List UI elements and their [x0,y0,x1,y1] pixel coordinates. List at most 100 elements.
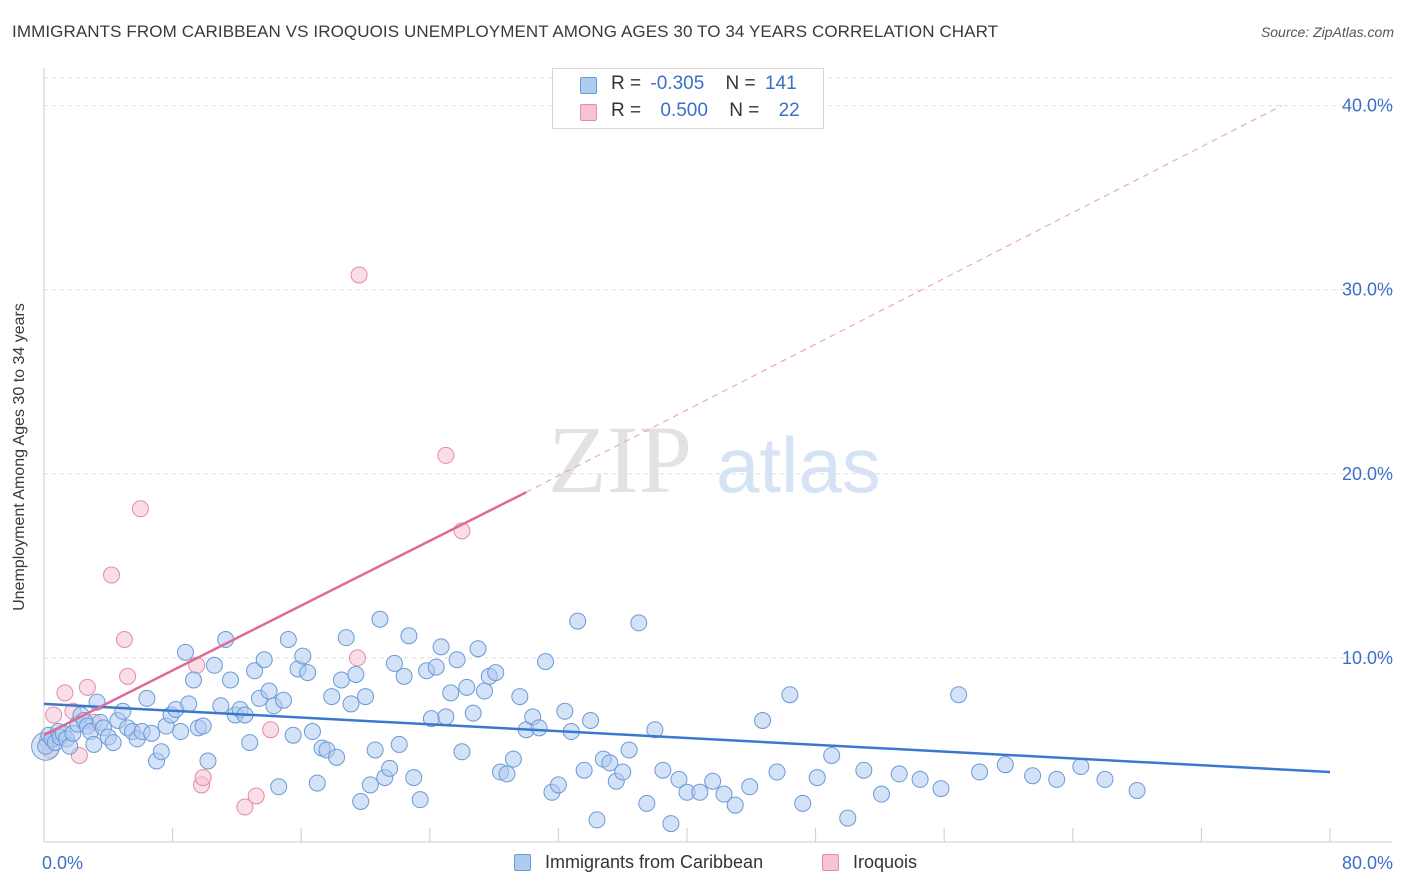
caribbean-point [194,717,212,735]
caribbean-point [114,702,132,720]
caribbean-point [996,756,1014,774]
caribbean-trend-line [43,702,1331,774]
caribbean-point [498,765,516,783]
caribbean-point [176,643,194,661]
legend-r-label: R = [611,73,642,94]
caribbean-point [971,763,989,781]
caribbean-point [620,741,638,759]
legend-swatch-caribbean [580,77,597,94]
iroquois-point [350,266,368,284]
iroquois-point [247,787,265,805]
caribbean-point [458,678,476,696]
caribbean-point [794,794,812,812]
caribbean-point [630,614,648,632]
iroquois-point [103,566,121,584]
watermark: ZIP atlas [548,406,881,513]
iroquois-point [437,446,455,464]
caribbean-point [569,612,587,630]
caribbean-point [588,811,606,829]
caribbean-point [487,664,505,682]
caribbean-point [614,763,632,781]
caribbean-point [255,651,273,669]
caribbean-point [347,665,365,683]
caribbean-point [704,772,722,790]
caribbean-point [475,682,493,700]
caribbean-point [839,809,857,827]
caribbean-point [537,653,555,671]
caribbean-point [212,697,230,715]
caribbean-point [405,769,423,787]
caribbean-point [601,754,619,772]
legend-swatch-iroquois [580,104,597,121]
caribbean-point [411,791,429,809]
bottom-legend-label-iroquois: Iroquois [853,852,918,872]
caribbean-point [260,682,278,700]
caribbean-point [556,702,574,720]
x-tick-label: 0.0% [42,853,83,873]
caribbean-point [381,759,399,777]
legend-n-label: N = [725,73,756,94]
y-tick-labels: 10.0% 20.0% 30.0% 40.0% [1342,96,1393,668]
caribbean-point [299,664,317,682]
source-label: Source: ZipAtlas.com [1260,24,1394,40]
caribbean-point [530,719,548,737]
caribbean-point [104,734,122,752]
y-tick-label: 10.0% [1342,648,1393,668]
caribbean-point [448,651,466,669]
caribbean-point [442,684,460,702]
chart-title: IMMIGRANTS FROM CARIBBEAN VS IROQUOIS UN… [12,22,999,41]
caribbean-point [143,724,161,742]
caribbean-point [390,735,408,753]
caribbean-point [400,627,418,645]
caribbean-point [332,671,350,689]
axes [43,68,1392,843]
caribbean-point [184,671,202,689]
caribbean-point [691,783,709,801]
caribbean-point [911,770,929,788]
caribbean-point [432,638,450,656]
caribbean-point [715,785,733,803]
legend-row-caribbean: R = -0.305 N = 141 [611,73,797,97]
iroquois-point [78,678,96,696]
caribbean-point [781,686,799,704]
iroquois-trend-extension [525,105,1283,493]
caribbean-point [138,689,156,707]
caribbean-point [575,761,593,779]
caribbean-point [366,741,384,759]
caribbean-point [741,778,759,796]
caribbean-point [294,647,312,665]
iroquois-point [194,769,212,787]
correlation-legend: R = -0.305 N = 141 R = 0.500 N = 22 [552,68,824,129]
legend-r-value: 0.500 [660,100,708,121]
caribbean-point [808,769,826,787]
caribbean-point [308,774,326,792]
bottom-legend-iroquois: Iroquois [822,852,917,876]
legend-n-label: N = [729,100,760,121]
caribbean-point [469,640,487,658]
watermark-zip: ZIP [548,406,692,513]
caribbean-point [205,656,223,674]
caribbean-point [504,750,522,768]
bottom-legend-caribbean: Immigrants from Caribbean [514,852,763,876]
iroquois-point [131,500,149,518]
iroquois-point [236,798,254,816]
caribbean-point [511,688,529,706]
caribbean-point [427,658,445,676]
iroquois-point [262,721,280,739]
bottom-legend-swatch-iroquois [822,854,839,871]
caribbean-point [371,610,389,628]
caribbean-point [361,776,379,794]
iroquois-trend-line [43,491,527,737]
iroquois-point [119,667,137,685]
caribbean-point [385,654,403,672]
caribbean-point [241,734,259,752]
caribbean-point [1128,781,1146,799]
caribbean-point [437,708,455,726]
caribbean-point [1072,758,1090,776]
caribbean-point [768,763,786,781]
caribbean-points [31,610,1146,833]
caribbean-point [221,671,239,689]
y-tick-label: 30.0% [1342,280,1393,300]
caribbean-point [950,686,968,704]
